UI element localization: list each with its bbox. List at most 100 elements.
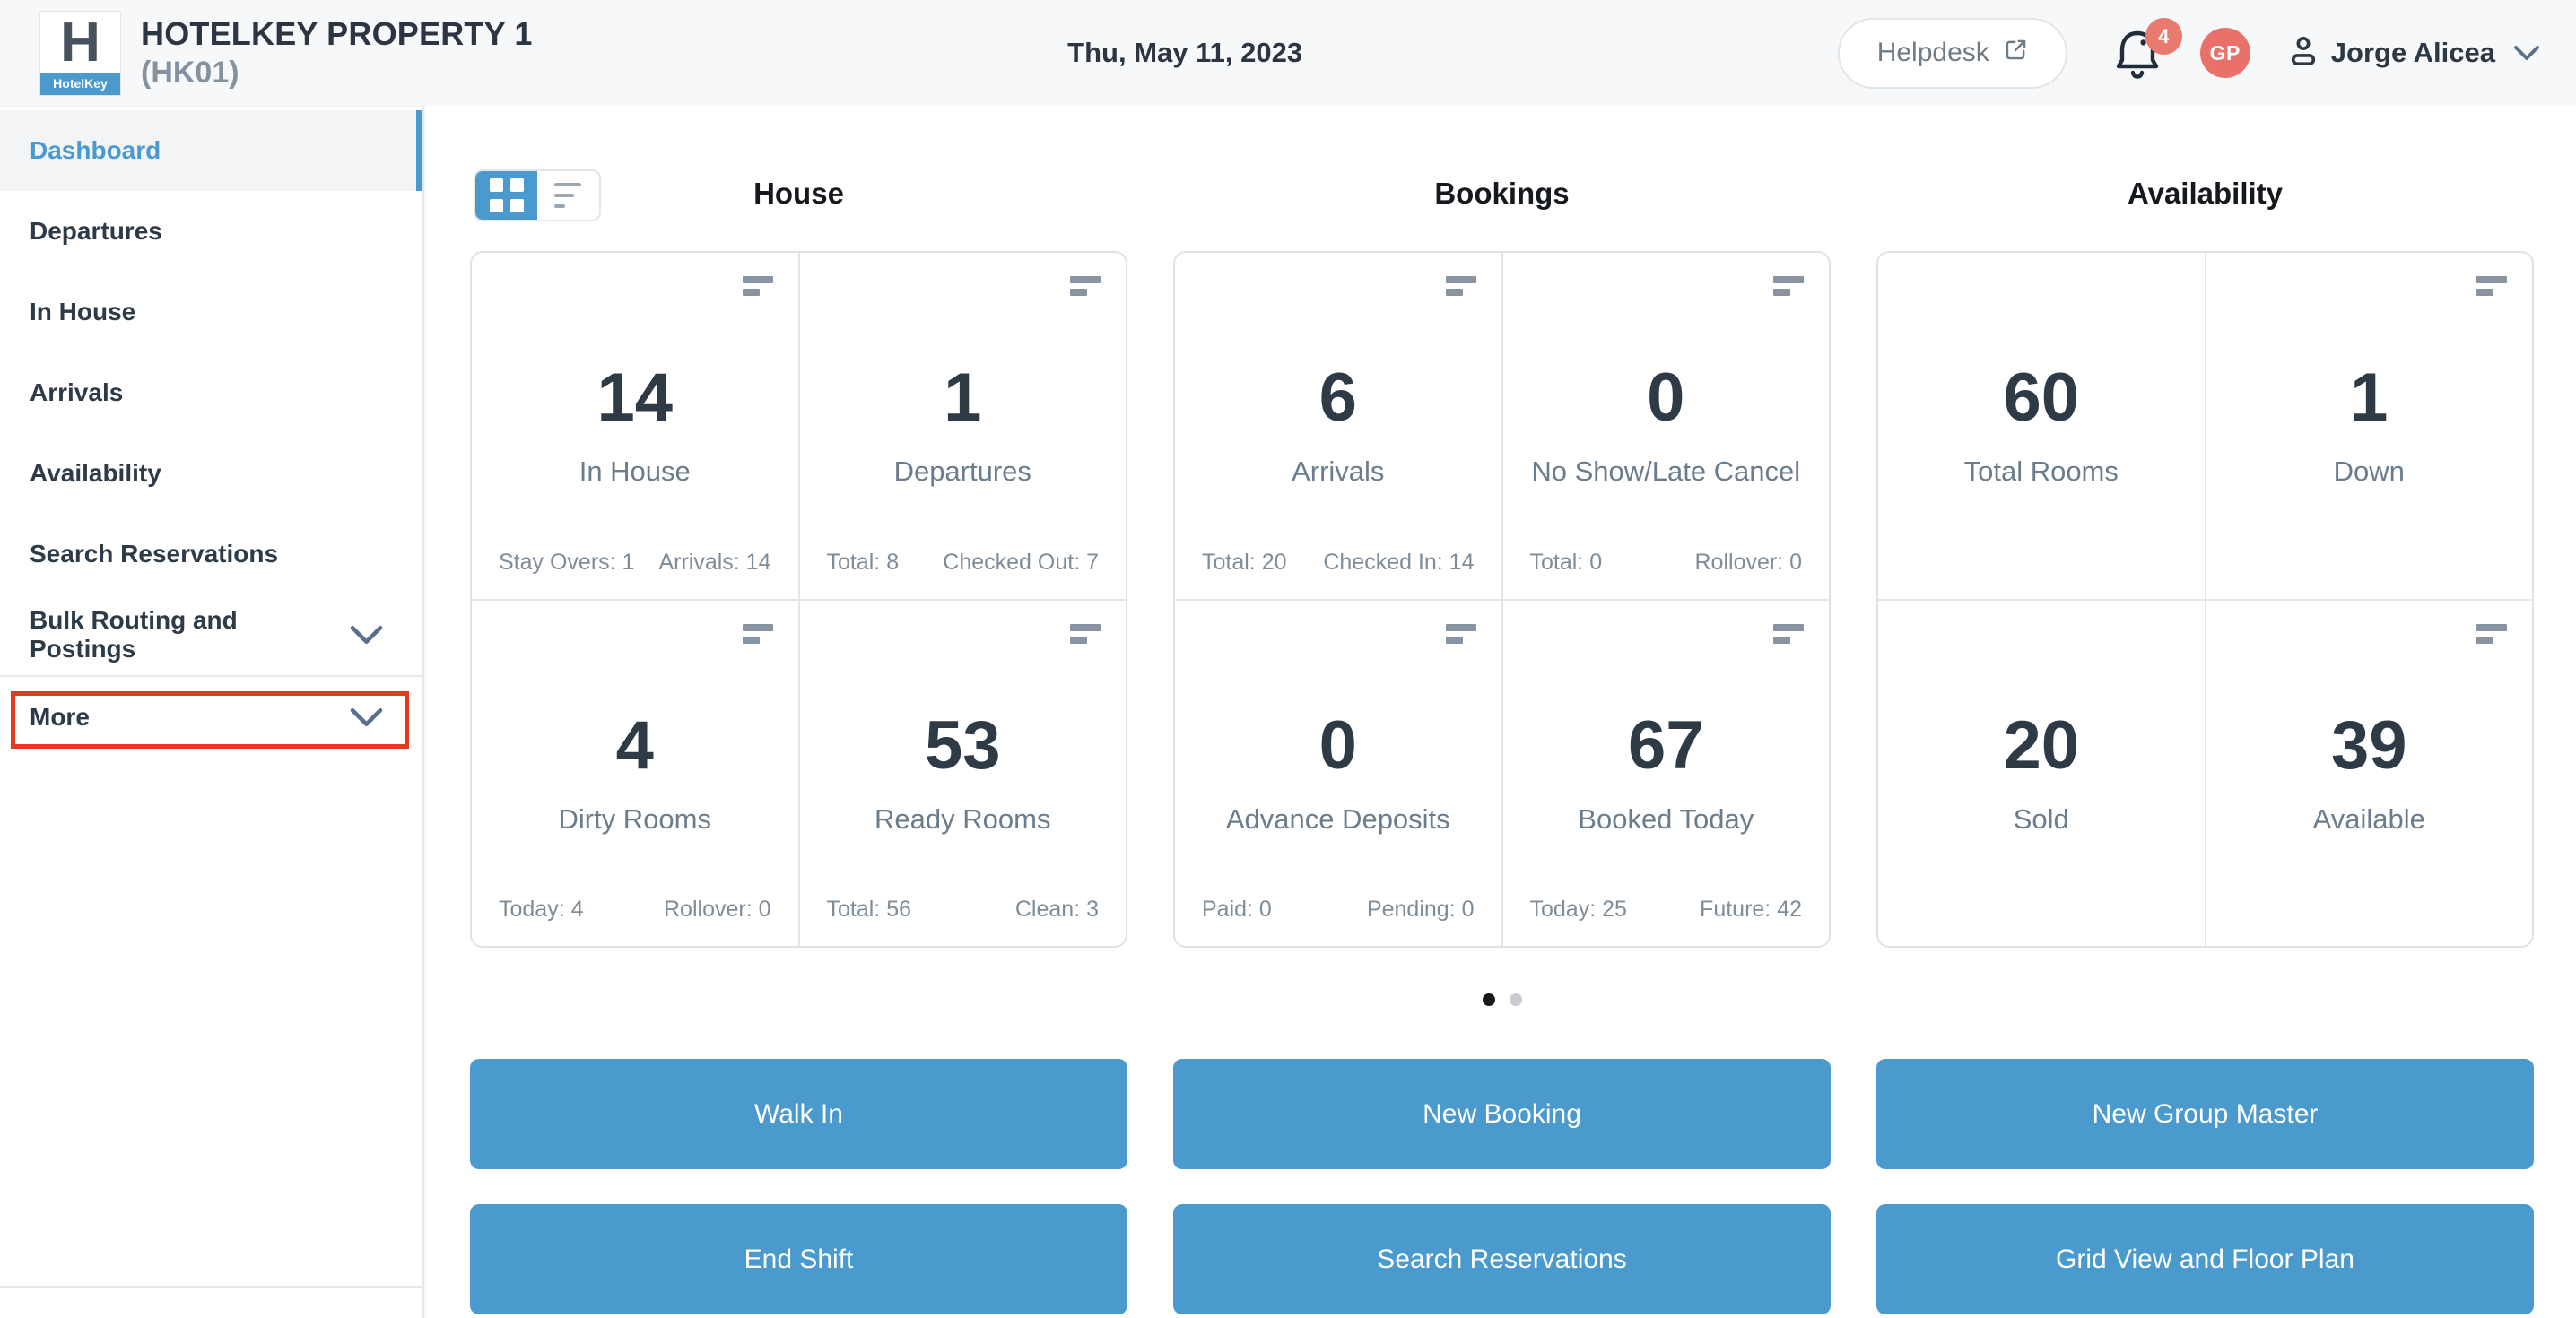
- card-stats: Total: 8 Checked Out: 7: [827, 550, 1100, 576]
- card-label: Arrivals: [1292, 455, 1385, 487]
- card-stat-future: Future: 42: [1700, 897, 1802, 922]
- card-menu-icon[interactable]: [1070, 276, 1101, 296]
- card-menu-icon[interactable]: [742, 623, 773, 644]
- card-menu-icon[interactable]: [742, 276, 773, 296]
- sidebar-item-search-reservations[interactable]: Search Reservations: [0, 514, 422, 594]
- card-stat-total: Total: 56: [826, 897, 912, 922]
- column-title-availability: Availability: [2127, 177, 2283, 210]
- action-button-walk-in[interactable]: Walk In: [470, 1059, 1127, 1169]
- card-value: 4: [615, 707, 654, 784]
- card-total-rooms[interactable]: 60 Total Rooms: [1878, 253, 2205, 599]
- card-stat-pending: Pending: 0: [1366, 897, 1475, 922]
- grid-view-button[interactable]: [475, 171, 537, 220]
- sidebar: Dashboard Departures In House Arrivals Avail…: [0, 106, 424, 1318]
- card-available[interactable]: 39 Available: [2206, 600, 2532, 946]
- notifications-button[interactable]: 4: [2112, 18, 2182, 81]
- card-stat-checked-out: Checked Out: 7: [943, 549, 1099, 575]
- card-menu-icon[interactable]: [1445, 623, 1476, 644]
- action-button-new-booking[interactable]: New Booking: [1173, 1059, 1831, 1169]
- sidebar-item-dashboard[interactable]: Dashboard: [0, 110, 422, 191]
- card-menu-icon[interactable]: [2476, 623, 2507, 644]
- person-icon: [2288, 34, 2319, 73]
- sidebar-item-availability[interactable]: Availability: [0, 433, 422, 514]
- card-stats: Total: 56 Clean: 3: [827, 897, 1100, 923]
- card-label: Total Rooms: [1963, 455, 2119, 487]
- card-value: 0: [1647, 360, 1685, 436]
- action-button-grid-view-and-floor-plan[interactable]: Grid View and Floor Plan: [1876, 1204, 2534, 1314]
- card-value: 6: [1318, 360, 1357, 436]
- card-stat-stay-overs: Stay Overs: 1: [499, 549, 635, 575]
- card-stats: Today: 25 Future: 42: [1530, 897, 1803, 923]
- card-in-house[interactable]: 14 In House Stay Overs: 1 Arrivals: 14: [472, 253, 798, 599]
- card-stats: Total: 20 Checked In: 14: [1202, 550, 1475, 576]
- card-menu-icon[interactable]: [1773, 623, 1804, 644]
- sidebar-item-departures[interactable]: Departures: [0, 191, 422, 272]
- sidebar-item-in-house[interactable]: In House: [0, 272, 422, 352]
- card-menu-icon[interactable]: [1445, 276, 1476, 296]
- card-value: 20: [2003, 707, 2080, 784]
- card-stat-rollover: Rollover: 0: [664, 897, 771, 922]
- card-menu-icon[interactable]: [1773, 276, 1804, 296]
- carousel-dot[interactable]: [1482, 993, 1495, 1006]
- card-stat-today: Today: 4: [499, 897, 584, 922]
- card-value: 0: [1318, 707, 1357, 784]
- card-label: Advance Deposits: [1225, 802, 1450, 835]
- list-view-button[interactable]: [537, 171, 599, 220]
- helpdesk-button[interactable]: Helpdesk: [1837, 17, 2067, 89]
- sidebar-item-label: Departures: [30, 217, 162, 245]
- action-buttons: Walk In New Booking New Group Master End Sh…: [470, 1059, 2534, 1314]
- column-title-house: House: [753, 177, 844, 210]
- card-label: Dirty Rooms: [558, 802, 711, 835]
- card-label: Departures: [893, 455, 1031, 487]
- card-stat-total: Total: 20: [1202, 549, 1287, 575]
- card-menu-icon[interactable]: [2476, 276, 2507, 296]
- user-menu[interactable]: Jorge Alicea: [2288, 34, 2540, 73]
- property-title-block: HOTELKEY PROPERTY 1 (HK01): [141, 14, 533, 91]
- card-advance-deposits[interactable]: 0 Advance Deposits Paid: 0 Pending: 0: [1175, 600, 1501, 946]
- card-booked-today[interactable]: 67 Booked Today Today: 25 Future: 42: [1502, 600, 1829, 946]
- card-stat-total: Total: 0: [1529, 549, 1603, 575]
- card-down[interactable]: 1 Down: [2206, 253, 2532, 599]
- chevron-down-icon: [350, 707, 383, 727]
- card-stat-total: Total: 8: [826, 549, 900, 575]
- chevron-down-icon: [2513, 45, 2540, 65]
- card-menu-icon[interactable]: [1070, 623, 1101, 644]
- dashboard-panels: 14 In House Stay Overs: 1 Arrivals: 14 1 Depa…: [470, 251, 2534, 948]
- chevron-down-icon: [350, 625, 383, 645]
- action-button-search-reservations[interactable]: Search Reservations: [1173, 1204, 1831, 1314]
- card-stats: Stay Overs: 1 Arrivals: 14: [499, 550, 771, 576]
- card-stat-checked-in: Checked In: 14: [1323, 549, 1475, 575]
- card-ready-rooms[interactable]: 53 Ready Rooms Total: 56 Clean: 3: [799, 600, 1126, 946]
- card-no-show-late-cancel[interactable]: 0 No Show/Late Cancel Total: 0 Rollover: 0: [1502, 253, 1829, 599]
- sidebar-item-label: Arrivals: [30, 378, 124, 406]
- sidebar-bottom-divider: [0, 1286, 422, 1288]
- card-label: Sold: [2013, 802, 2069, 835]
- current-date: Thu, May 11, 2023: [1067, 37, 1303, 68]
- external-link-icon: [2004, 38, 2028, 69]
- view-toggle: [474, 169, 601, 221]
- card-sold[interactable]: 20 Sold: [1878, 600, 2205, 946]
- panel-availability: 60 Total Rooms 1 Down 20 Sold 39 Available: [1876, 251, 2534, 948]
- carousel-dot[interactable]: [1509, 993, 1522, 1006]
- sidebar-divider: [0, 675, 422, 677]
- action-button-new-group-master[interactable]: New Group Master: [1876, 1059, 2534, 1169]
- card-stat-clean: Clean: 3: [1014, 897, 1099, 922]
- avatar[interactable]: GP: [2199, 28, 2250, 78]
- sidebar-item-bulk-routing-and-postings[interactable]: Bulk Routing and Postings: [0, 594, 422, 675]
- helpdesk-label: Helpdesk: [1876, 38, 1989, 67]
- card-stats: Today: 4 Rollover: 0: [499, 897, 771, 923]
- card-departures[interactable]: 1 Departures Total: 8 Checked Out: 7: [799, 253, 1126, 599]
- sidebar-nav: Dashboard Departures In House Arrivals Avail…: [0, 107, 422, 758]
- sidebar-item-arrivals[interactable]: Arrivals: [0, 352, 422, 433]
- hotelkey-logo: H HotelKey: [39, 10, 121, 96]
- user-name: Jorge Alicea: [2330, 37, 2495, 68]
- sidebar-item-more[interactable]: More: [0, 677, 422, 758]
- card-dirty-rooms[interactable]: 4 Dirty Rooms Today: 4 Rollover: 0: [472, 600, 798, 946]
- logo-letter: H: [60, 11, 100, 74]
- card-label: Down: [2333, 455, 2405, 487]
- card-value: 67: [1627, 707, 1704, 784]
- card-arrivals[interactable]: 6 Arrivals Total: 20 Checked In: 14: [1175, 253, 1501, 599]
- action-button-end-shift[interactable]: End Shift: [470, 1204, 1127, 1314]
- card-label: Booked Today: [1578, 802, 1754, 835]
